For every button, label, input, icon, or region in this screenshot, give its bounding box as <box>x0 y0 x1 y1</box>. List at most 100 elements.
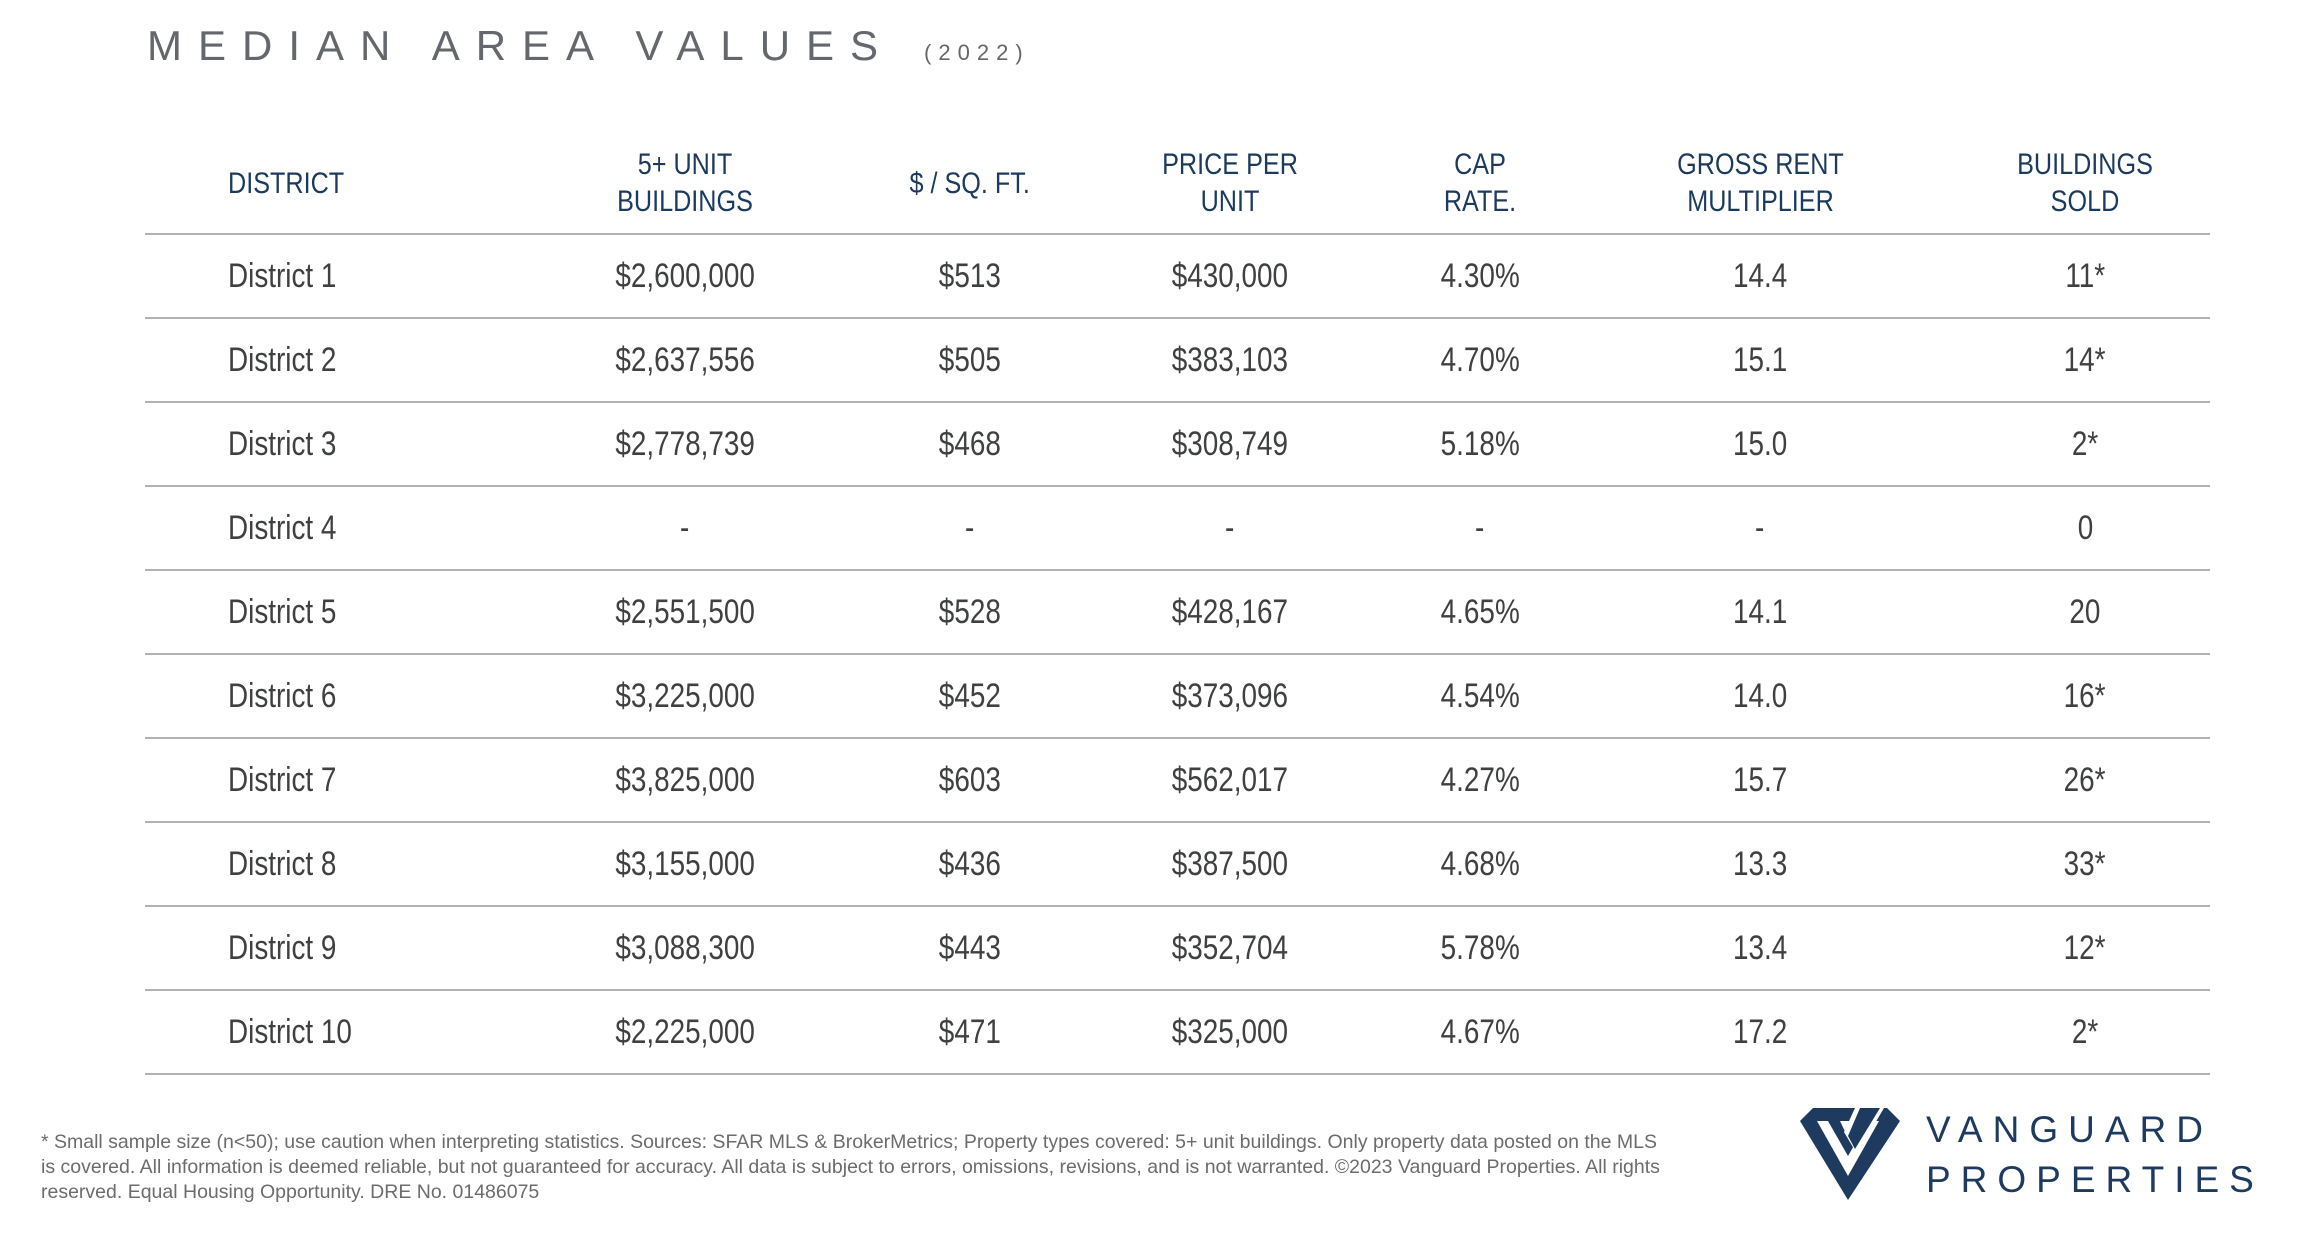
footnote: * Small sample size (n<50); use caution … <box>41 1130 1681 1205</box>
cell-cap-rate: 4.54% <box>1400 655 1560 737</box>
cell-district: District 5 <box>145 571 490 653</box>
cell-5plus-unit-buildings: $3,225,000 <box>490 655 880 737</box>
column-header-label: $ / SQ. FT. <box>909 166 1031 200</box>
cell-buildings-sold: 12* <box>1960 907 2210 989</box>
cell-buildings-sold-value: 0 <box>2077 508 2093 547</box>
cell-gross-rent-multiplier: 14.0 <box>1560 655 1960 737</box>
table-header-row: DISTRICT 5+ UNIT BUILDINGS $ / SQ. FT. P… <box>145 133 2210 235</box>
cell-price-per-sqft-value: $528 <box>938 592 1002 631</box>
cell-cap-rate: 4.67% <box>1400 991 1560 1073</box>
footnote-line: is covered. All information is deemed re… <box>41 1156 1660 1178</box>
cell-gross-rent-multiplier-value: 15.1 <box>1732 340 1788 379</box>
cell-gross-rent-multiplier: 15.1 <box>1560 319 1960 401</box>
footnote-line: reserved. Equal Housing Opportunity. DRE… <box>41 1181 540 1203</box>
cell-price-per-unit: $373,096 <box>1060 655 1400 737</box>
column-header: PRICE PER UNIT <box>1060 133 1400 233</box>
cell-price-per-sqft: $468 <box>880 403 1060 485</box>
table-row: District 6 $3,225,000 $452 $373,096 4.54… <box>145 655 2210 739</box>
cell-district-value: District 7 <box>228 760 337 799</box>
cell-buildings-sold-value: 11* <box>2065 256 2105 295</box>
cell-buildings-sold-value: 26* <box>2064 760 2106 799</box>
cell-district-value: District 10 <box>228 1012 352 1051</box>
cell-cap-rate-value: 4.65% <box>1440 592 1520 631</box>
cell-5plus-unit-buildings-value: $3,088,300 <box>615 928 755 967</box>
cell-price-per-unit: $428,167 <box>1060 571 1400 653</box>
cell-cap-rate-value: 5.18% <box>1440 424 1520 463</box>
cell-price-per-sqft: - <box>880 487 1060 569</box>
logo-wordmark: VANGUARD PROPERTIES <box>1926 1105 2264 1205</box>
cell-price-per-sqft-value: $443 <box>938 928 1002 967</box>
cell-gross-rent-multiplier-value: 13.3 <box>1732 844 1788 883</box>
cell-5plus-unit-buildings-value: $2,637,556 <box>615 340 755 379</box>
cell-cap-rate: 4.70% <box>1400 319 1560 401</box>
cell-buildings-sold: 20 <box>1960 571 2210 653</box>
cell-district-value: District 5 <box>228 592 337 631</box>
cell-price-per-unit-value: $352,704 <box>1171 928 1289 967</box>
cell-cap-rate: - <box>1400 487 1560 569</box>
column-header-label: 5+ UNIT BUILDINGS <box>617 148 753 218</box>
cell-5plus-unit-buildings: $2,778,739 <box>490 403 880 485</box>
column-header-label: GROSS RENT MULTIPLIER <box>1676 148 1844 218</box>
cell-price-per-unit: $562,017 <box>1060 739 1400 821</box>
cell-price-per-sqft: $443 <box>880 907 1060 989</box>
cell-5plus-unit-buildings-value: $3,225,000 <box>615 676 755 715</box>
cell-gross-rent-multiplier-value: 15.0 <box>1732 424 1788 463</box>
cell-gross-rent-multiplier: 13.4 <box>1560 907 1960 989</box>
page-title-text: MEDIAN AREA VALUES <box>147 22 895 69</box>
cell-buildings-sold: 14* <box>1960 319 2210 401</box>
cell-price-per-unit: $308,749 <box>1060 403 1400 485</box>
cell-gross-rent-multiplier: 17.2 <box>1560 991 1960 1073</box>
cell-5plus-unit-buildings: $2,600,000 <box>490 235 880 317</box>
cell-5plus-unit-buildings: $2,225,000 <box>490 991 880 1073</box>
cell-price-per-sqft-value: - <box>965 508 975 547</box>
cell-district-value: District 1 <box>228 256 337 295</box>
cell-price-per-unit: $325,000 <box>1060 991 1400 1073</box>
cell-district: District 9 <box>145 907 490 989</box>
column-header-label: BUILDINGS SOLD <box>2017 148 2153 218</box>
cell-5plus-unit-buildings: - <box>490 487 880 569</box>
cell-district-value: District 4 <box>228 508 337 547</box>
cell-price-per-sqft: $505 <box>880 319 1060 401</box>
table-row: District 8 $3,155,000 $436 $387,500 4.68… <box>145 823 2210 907</box>
cell-cap-rate: 5.18% <box>1400 403 1560 485</box>
cell-cap-rate: 4.30% <box>1400 235 1560 317</box>
cell-buildings-sold: 2* <box>1960 991 2210 1073</box>
cell-district-value: District 6 <box>228 676 337 715</box>
cell-price-per-unit-value: $308,749 <box>1171 424 1289 463</box>
cell-price-per-sqft-value: $452 <box>938 676 1002 715</box>
cell-cap-rate: 5.78% <box>1400 907 1560 989</box>
cell-5plus-unit-buildings: $2,551,500 <box>490 571 880 653</box>
table-row: District 5 $2,551,500 $528 $428,167 4.65… <box>145 571 2210 655</box>
cell-price-per-unit: $387,500 <box>1060 823 1400 905</box>
cell-price-per-sqft: $528 <box>880 571 1060 653</box>
cell-gross-rent-multiplier: 15.0 <box>1560 403 1960 485</box>
cell-price-per-sqft: $452 <box>880 655 1060 737</box>
cell-cap-rate-value: - <box>1475 508 1485 547</box>
cell-district: District 6 <box>145 655 490 737</box>
column-header-label: CAP RATE. <box>1443 148 1517 218</box>
cell-5plus-unit-buildings: $2,637,556 <box>490 319 880 401</box>
cell-district-value: District 3 <box>228 424 337 463</box>
logo-wordmark-line2: PROPERTIES <box>1926 1159 2264 1200</box>
logo-wordmark-line1: VANGUARD <box>1926 1109 2213 1150</box>
cell-district: District 2 <box>145 319 490 401</box>
table-row: District 4 - - - - - 0 <box>145 487 2210 571</box>
cell-gross-rent-multiplier-value: 17.2 <box>1732 1012 1788 1051</box>
cell-district: District 3 <box>145 403 490 485</box>
cell-cap-rate-value: 4.30% <box>1440 256 1520 295</box>
cell-price-per-unit: $383,103 <box>1060 319 1400 401</box>
cell-price-per-sqft: $513 <box>880 235 1060 317</box>
cell-price-per-unit-value: $430,000 <box>1171 256 1289 295</box>
cell-cap-rate-value: 4.67% <box>1440 1012 1520 1051</box>
table-row: District 9 $3,088,300 $443 $352,704 5.78… <box>145 907 2210 991</box>
cell-price-per-unit-value: $383,103 <box>1171 340 1289 379</box>
cell-cap-rate-value: 4.54% <box>1440 676 1520 715</box>
cell-buildings-sold-value: 12* <box>2064 928 2106 967</box>
footnote-line: * Small sample size (n<50); use caution … <box>41 1131 1658 1153</box>
vanguard-logo-icon <box>1800 1108 1900 1200</box>
column-header: GROSS RENT MULTIPLIER <box>1560 133 1960 233</box>
cell-price-per-sqft-value: $471 <box>938 1012 1002 1051</box>
cell-gross-rent-multiplier-value: 14.1 <box>1732 592 1788 631</box>
column-header-label: DISTRICT <box>228 166 345 200</box>
